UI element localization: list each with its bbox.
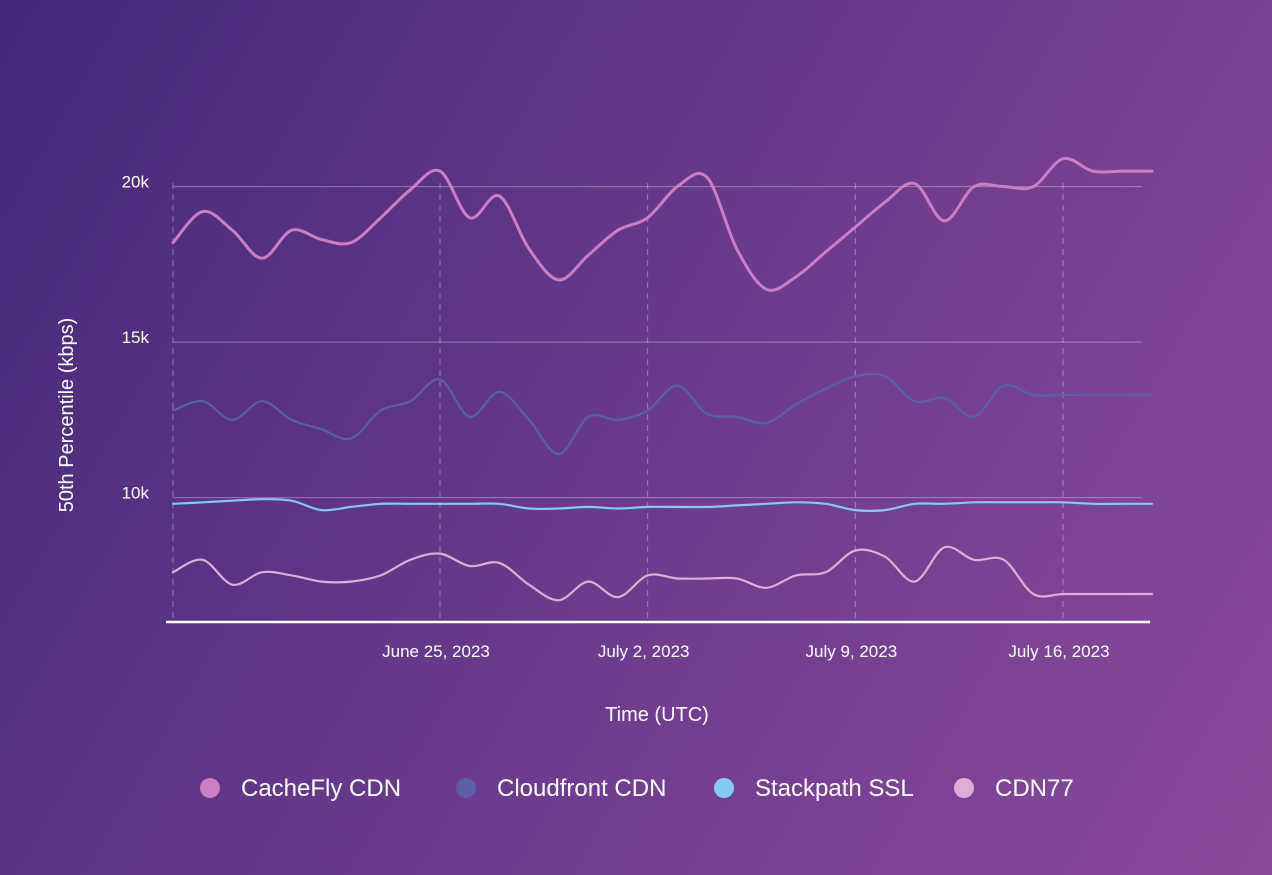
x-tick-label-2: July 9, 2023: [805, 642, 897, 661]
series-lines: [171, 156, 1154, 602]
y-tick-label-1: 15k: [122, 328, 150, 347]
legend-swatch-stackpath-ssl: [714, 778, 734, 798]
legend-item-cdn77: CDN77: [954, 775, 1074, 802]
y-tick-label-0: 10k: [122, 484, 150, 503]
legend-item-cloudfront-cdn: Cloudfront CDN: [456, 775, 666, 802]
legend-label-stackpath-ssl: Stackpath SSL: [755, 775, 914, 802]
legend-swatch-cloudfront-cdn: [456, 778, 476, 798]
legend-label-cdn77: CDN77: [995, 775, 1074, 802]
x-tick-label-1: July 2, 2023: [598, 642, 690, 661]
legend-item-stackpath-ssl: Stackpath SSL: [714, 775, 914, 802]
legend: CacheFly CDN Cloudfront CDN Stackpath SSL C…: [200, 775, 1074, 802]
series-line-cdn77: [171, 545, 1154, 602]
legend-label-cloudfront-cdn: Cloudfront CDN: [497, 775, 666, 802]
x-tick-label-3: July 16, 2023: [1008, 642, 1109, 661]
y-tick-label-2: 20k: [122, 173, 150, 192]
x-axis-ticks: June 25, 2023 July 2, 2023 July 9, 2023 Jul…: [382, 642, 1109, 661]
series-line-stackpath-ssl: [171, 498, 1154, 512]
legend-item-cachefly-cdn: CacheFly CDN: [200, 775, 401, 802]
series-line-cachefly-cdn: [171, 156, 1154, 292]
series-line-cloudfront-cdn: [171, 372, 1154, 456]
x-tick-label-0: June 25, 2023: [382, 642, 490, 661]
x-axis-title: Time (UTC): [605, 704, 709, 726]
grid: [172, 183, 1142, 622]
y-axis-ticks: 10k 15k 20k: [122, 173, 150, 503]
legend-swatch-cdn77: [954, 778, 974, 798]
y-axis-title: 50th Percentile (kbps): [56, 318, 78, 513]
legend-label-cachefly-cdn: CacheFly CDN: [241, 775, 401, 802]
legend-swatch-cachefly-cdn: [200, 778, 220, 798]
